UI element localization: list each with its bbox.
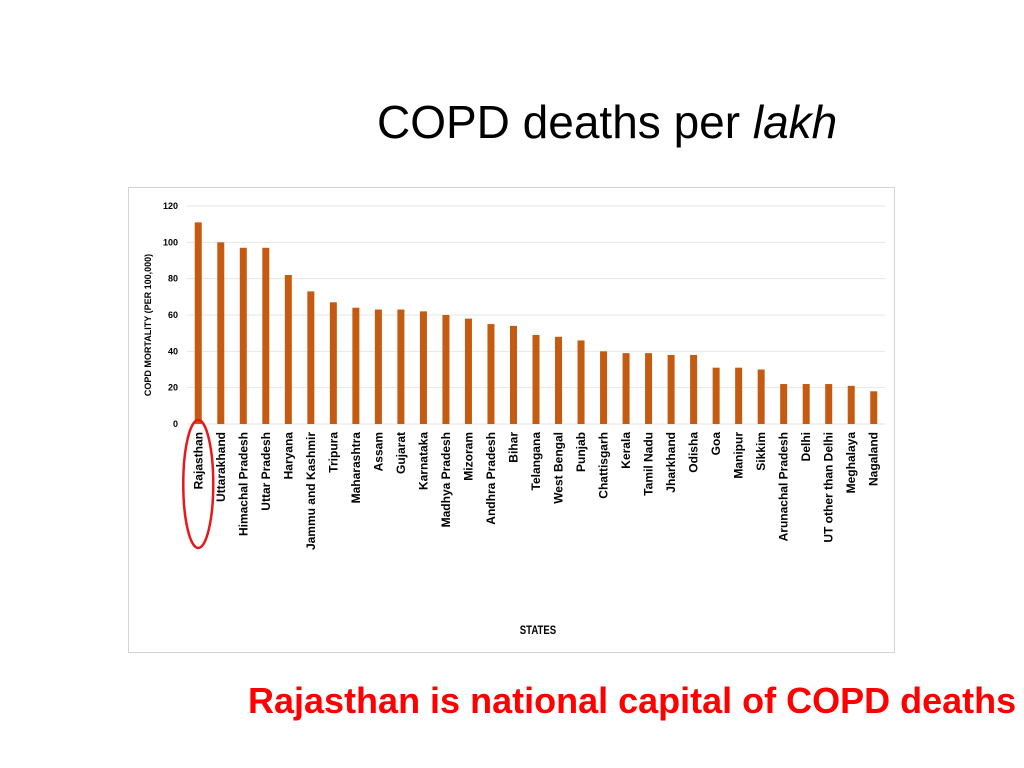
bar-gujarat xyxy=(397,309,405,424)
x-tick-label: Kerala xyxy=(619,432,633,469)
x-tick-label: Jammu and Kashmir xyxy=(304,432,318,550)
x-axis-label: STATES xyxy=(520,624,556,637)
x-tick-label: Punjab xyxy=(574,432,588,472)
slide-title-emphasis: lakh xyxy=(752,96,838,148)
bar-jharkhand xyxy=(667,354,675,424)
bar-jammu-and-kashmir xyxy=(307,291,315,424)
x-tick-label: Uttarakhand xyxy=(214,432,228,502)
x-tick-label: Madhya Pradesh xyxy=(439,432,453,527)
x-tick-label: Rajasthan xyxy=(191,432,205,489)
bar-uttarakhand xyxy=(217,242,225,424)
y-tick-label: 120 xyxy=(163,201,178,211)
bar-madhya-pradesh xyxy=(442,315,450,424)
bar-sikkim xyxy=(757,369,765,424)
bar-odisha xyxy=(690,354,698,424)
bar-kerala xyxy=(622,353,630,424)
x-tick-label: Bihar xyxy=(506,432,520,463)
bar-mizoram xyxy=(464,318,472,424)
x-tick-label: Jharkhand xyxy=(664,432,678,493)
y-tick-label: 60 xyxy=(168,310,178,320)
y-axis-label: COPD MORTALITY (PER 100,000) xyxy=(143,254,153,396)
bar-nagaland xyxy=(870,391,878,424)
slide-caption: Rajasthan is national capital of COPD de… xyxy=(248,680,1017,721)
bar-chattisgarh xyxy=(600,351,608,424)
bar-punjab xyxy=(577,340,585,424)
bar-chart: 0 20 40 60 80 100 120 Rajasthan Uttarakhand Hima… xyxy=(143,201,885,637)
bar-ut-other-than-delhi xyxy=(825,384,833,424)
x-tick-label: Himachal Pradesh xyxy=(236,432,250,536)
y-tick-labels: 0 20 40 60 80 100 120 xyxy=(163,201,178,429)
x-tick-label: Goa xyxy=(709,432,723,456)
x-tick-label: Meghalaya xyxy=(844,432,858,494)
x-tick-label: Gujarat xyxy=(394,432,408,474)
bar-haryana xyxy=(284,275,292,424)
x-tick-label: Sikkim xyxy=(754,432,768,471)
chart-frame: 0 20 40 60 80 100 120 Rajasthan Uttarakhand Hima… xyxy=(128,187,895,653)
bar-andhra-pradesh xyxy=(487,324,495,424)
bar-meghalaya xyxy=(847,385,855,424)
y-tick-label: 100 xyxy=(163,237,178,247)
x-tick-label: Nagaland xyxy=(867,432,881,486)
x-tick-label: Chattisgarh xyxy=(597,432,611,499)
y-tick-label: 0 xyxy=(173,419,178,429)
bar-telangana xyxy=(532,334,540,424)
bar-tamil-nadu xyxy=(645,353,653,424)
y-tick-label: 40 xyxy=(168,346,178,356)
x-tick-label: Delhi xyxy=(799,432,813,461)
x-tick-label: Uttar Pradesh xyxy=(259,432,273,511)
bar-tripura xyxy=(329,302,337,424)
y-tick-label: 20 xyxy=(168,383,178,393)
bar-bihar xyxy=(509,325,517,424)
bar-maharashtra xyxy=(352,307,360,424)
bar-goa xyxy=(712,367,720,424)
x-tick-label: Assam xyxy=(371,432,385,471)
bar-delhi xyxy=(802,384,810,424)
x-tick-label: UT other than Delhi xyxy=(822,432,836,543)
x-tick-label: Haryana xyxy=(281,432,295,480)
x-tick-label: Odisha xyxy=(687,432,701,473)
bar-karnataka xyxy=(419,311,427,424)
bar-west-bengal xyxy=(555,336,563,424)
bar-uttar-pradesh xyxy=(262,247,270,424)
x-tick-label: Tripura xyxy=(326,432,340,473)
x-tick-label: Tamil Nadu xyxy=(642,432,656,496)
x-tick-labels: Rajasthan Uttarakhand Himachal Pradesh Utta… xyxy=(191,432,880,550)
bar-himachal-pradesh xyxy=(239,247,247,424)
x-tick-label: Manipur xyxy=(732,432,746,479)
bar-assam xyxy=(374,309,382,424)
bar-rajasthan xyxy=(194,222,202,424)
bar-arunachal-pradesh xyxy=(780,384,788,424)
rajasthan-highlight-ring xyxy=(182,418,215,550)
slide-title: COPD deaths per lakh xyxy=(377,92,937,152)
bar-manipur xyxy=(735,367,743,424)
x-tick-label: Telangana xyxy=(529,432,543,491)
x-tick-label: Karnataka xyxy=(416,432,430,490)
y-tick-label: 80 xyxy=(168,274,178,284)
x-tick-label: Maharashtra xyxy=(349,432,363,504)
x-tick-label: Arunachal Pradesh xyxy=(777,432,791,541)
x-tick-label: Andhra Pradesh xyxy=(484,432,498,525)
slide-title-main: COPD deaths per xyxy=(377,96,753,148)
x-tick-label: Mizoram xyxy=(461,432,475,481)
bars xyxy=(194,222,878,424)
x-tick-label: West Bengal xyxy=(552,432,566,504)
